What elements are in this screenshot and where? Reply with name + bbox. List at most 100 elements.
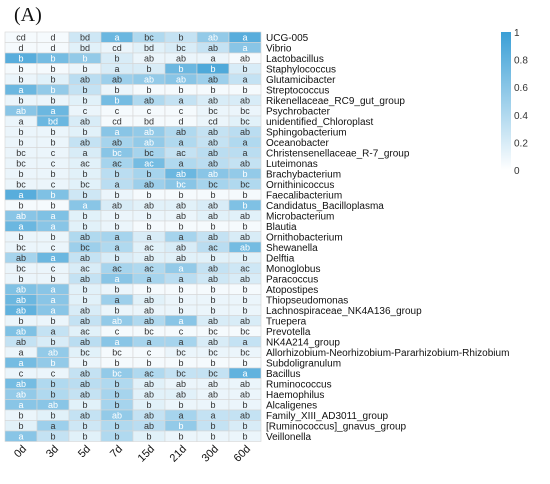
cell-label: bc	[144, 148, 154, 158]
cell-label: ab	[16, 379, 26, 389]
cell-label: ab	[240, 274, 250, 284]
row-label: Faecalibacterium	[266, 190, 342, 201]
row-label: Brachybacterium	[266, 169, 341, 180]
cell-label: b	[146, 358, 151, 368]
cell-label: a	[82, 200, 87, 210]
cell-label: a	[114, 295, 119, 305]
row-label: Staphylococcus	[266, 64, 336, 75]
cell-label: b	[114, 253, 119, 263]
cell-label: ab	[240, 127, 250, 137]
cell-label: b	[82, 85, 87, 95]
heatmap-cell	[228, 430, 262, 442]
cell-label: c	[51, 263, 56, 273]
cell-label: ab	[112, 137, 122, 147]
row-label: Delftia	[266, 253, 295, 264]
cell-label: b	[50, 379, 55, 389]
cell-label: bc	[16, 148, 26, 158]
cell-label: ab	[16, 389, 26, 399]
row-label: Streptococcus	[266, 85, 329, 96]
cell-label: bd	[144, 116, 154, 126]
cell-label: b	[242, 200, 247, 210]
cell-label: b	[242, 358, 247, 368]
cell-label: b	[146, 400, 151, 410]
colorbar-tick-label: 0.2	[514, 138, 528, 149]
cell-label: ab	[80, 274, 90, 284]
cell-label: ab	[208, 32, 218, 42]
cell-label: b	[210, 400, 215, 410]
cell-label: ab	[112, 316, 122, 326]
cell-label: b	[82, 169, 87, 179]
cell-label: a	[18, 400, 23, 410]
cell-label: a	[114, 337, 119, 347]
cell-label: bc	[112, 148, 122, 158]
cell-label: ab	[208, 95, 218, 105]
cell-label: b	[18, 53, 23, 63]
cell-label: b	[114, 85, 119, 95]
cell-label: b	[178, 190, 183, 200]
row-label: Lactobacillus	[266, 54, 324, 65]
cell-label: b	[18, 95, 23, 105]
cell-label: b	[210, 358, 215, 368]
row-label: Psychrobacter	[266, 106, 331, 117]
cell-label: b	[114, 95, 119, 105]
cell-label: b	[50, 337, 55, 347]
cell-label: bc	[144, 326, 154, 336]
column-label: 21d	[168, 443, 189, 464]
cell-label: b	[210, 305, 215, 315]
cell-label: ab	[112, 200, 122, 210]
cell-label: ab	[176, 211, 186, 221]
cell-label: b	[178, 358, 183, 368]
cell-label: ac	[144, 158, 154, 168]
cell-label: b	[178, 284, 183, 294]
cell-label: a	[50, 284, 55, 294]
cell-label: d	[50, 32, 55, 42]
cell-label: b	[18, 421, 23, 431]
cell-label: b	[18, 232, 23, 242]
cell-label: ab	[144, 379, 154, 389]
cell-label: b	[114, 431, 119, 441]
cell-label: ab	[80, 316, 90, 326]
cell-label: ab	[48, 347, 58, 357]
cell-label: b	[178, 32, 183, 42]
cell-label: a	[18, 190, 23, 200]
cell-label: ac	[144, 242, 154, 252]
cell-label: ab	[208, 263, 218, 273]
cell-label: ab	[80, 379, 90, 389]
colorbar-tick-label: 0.4	[514, 111, 528, 122]
cell-label: c	[51, 179, 56, 189]
column-label: 5d	[76, 443, 93, 460]
row-label: Ornithobacterium	[266, 232, 343, 243]
row-label: Christensenellaceae_R-7_group	[266, 148, 410, 159]
cell-label: ab	[80, 368, 90, 378]
row-label: Monoglobus	[266, 264, 320, 275]
cell-label: ab	[240, 389, 250, 399]
cell-label: bc	[112, 368, 122, 378]
cell-label: b	[82, 358, 87, 368]
cell-label: b	[146, 284, 151, 294]
cell-label: b	[242, 431, 247, 441]
cell-label: a	[242, 32, 247, 42]
cell-label: a	[146, 337, 151, 347]
row-label: NK4A214_group	[266, 337, 340, 348]
cell-label: bc	[176, 347, 186, 357]
cell-label: b	[114, 358, 119, 368]
cell-label: ab	[80, 337, 90, 347]
cell-label: bd	[144, 43, 154, 53]
cell-label: ab	[144, 305, 154, 315]
cell-label: ab	[144, 74, 154, 84]
cell-label: b	[210, 85, 215, 95]
row-label: [Ruminococcus]_gnavus_group	[266, 421, 407, 432]
cell-label: d	[18, 43, 23, 53]
cell-label: bd	[80, 43, 90, 53]
cell-label: b	[18, 410, 23, 420]
cell-label: b	[114, 221, 119, 231]
cell-label: ac	[112, 263, 122, 273]
cell-label: b	[82, 221, 87, 231]
cell-label: bc	[16, 179, 26, 189]
cell-label: c	[51, 158, 56, 168]
cell-label: b	[82, 295, 87, 305]
cell-label: ab	[144, 389, 154, 399]
cell-label: ab	[144, 200, 154, 210]
cell-label: c	[51, 368, 56, 378]
cell-label: ab	[144, 316, 154, 326]
